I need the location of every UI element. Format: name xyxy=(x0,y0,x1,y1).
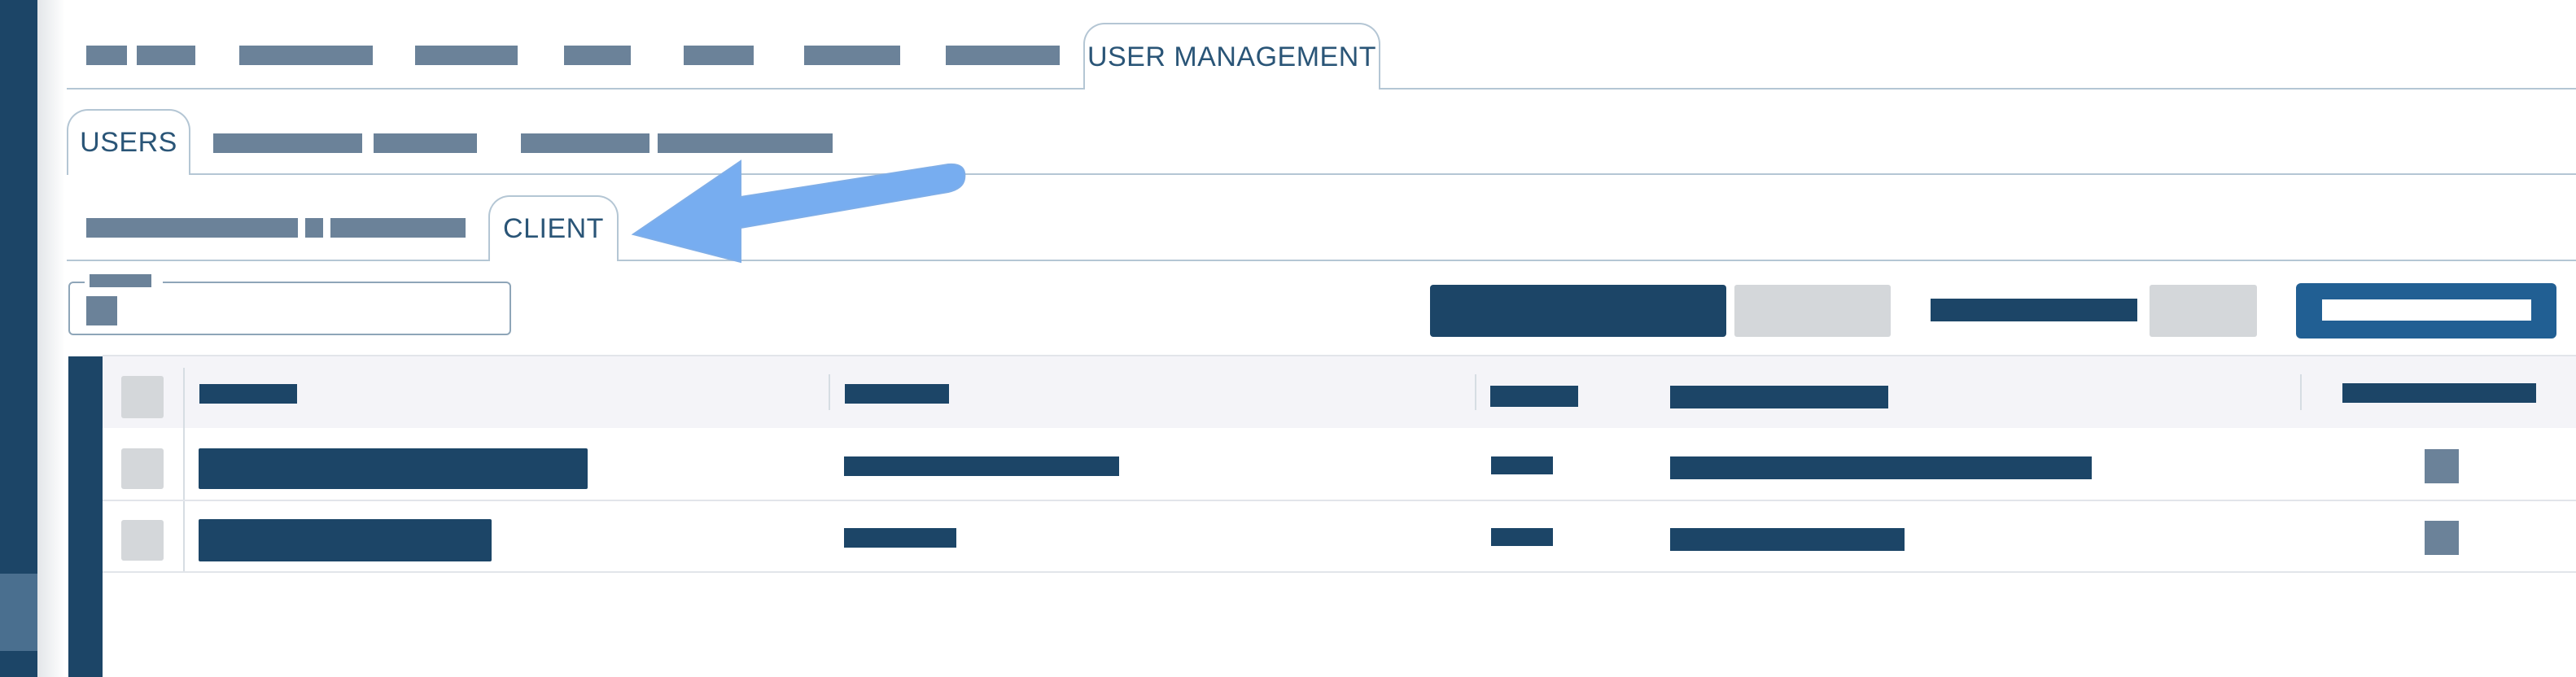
sidebar-shadow xyxy=(37,0,65,677)
tab-redacted-9b[interactable] xyxy=(658,133,833,153)
table-row[interactable] xyxy=(103,501,2576,571)
tab-redacted-7[interactable] xyxy=(946,46,1060,65)
search-label xyxy=(90,274,151,287)
tab-users[interactable]: USERS xyxy=(67,109,190,175)
table-header-top-border xyxy=(103,355,2576,356)
arrow-left-icon xyxy=(631,159,966,264)
tab-redacted-3[interactable] xyxy=(415,46,518,65)
row-role xyxy=(1491,528,1553,546)
row-email xyxy=(844,528,956,548)
tabs-level3-rule xyxy=(67,260,2576,261)
row-checkbox[interactable] xyxy=(121,520,164,561)
search-value xyxy=(86,296,117,325)
col-sep-3 xyxy=(2300,374,2302,410)
table-row[interactable] xyxy=(103,428,2576,500)
tab-redacted-9a[interactable] xyxy=(521,133,649,153)
secondary-action-button[interactable] xyxy=(2150,285,2257,337)
row-action-icon[interactable] xyxy=(2425,521,2459,555)
tab-redacted-8a[interactable] xyxy=(213,133,362,153)
header-col-5 xyxy=(2342,383,2536,403)
tab-client[interactable]: CLIENT xyxy=(488,195,619,261)
tab-redacted-6[interactable] xyxy=(804,46,900,65)
header-col-1 xyxy=(199,384,297,404)
header-col-4 xyxy=(1670,386,1888,408)
sidebar-active-item[interactable] xyxy=(0,574,37,651)
tab-redacted-1b[interactable] xyxy=(137,46,195,65)
tab-redacted-1a[interactable] xyxy=(86,46,127,65)
tab-redacted-4[interactable] xyxy=(564,46,631,65)
select-all-checkbox[interactable] xyxy=(121,376,164,418)
row-email xyxy=(844,456,1119,476)
search-input[interactable] xyxy=(68,282,511,335)
tabs-level2-rule xyxy=(67,173,2576,175)
toolbar-label xyxy=(1931,299,2137,321)
header-col-2 xyxy=(845,384,949,404)
table-header xyxy=(103,356,2576,428)
sidebar xyxy=(0,0,37,677)
tab-redacted-5[interactable] xyxy=(684,46,754,65)
tab-redacted-10b[interactable] xyxy=(305,218,323,238)
table-left-bar xyxy=(68,356,103,677)
col-sep-2 xyxy=(1475,374,1476,410)
col-sep-1 xyxy=(829,374,830,410)
tab-redacted-10a[interactable] xyxy=(86,218,298,238)
row-checkbox[interactable] xyxy=(121,448,164,489)
row-divider-2 xyxy=(103,571,2576,573)
row-client xyxy=(1670,528,1905,551)
tab-redacted-10c[interactable] xyxy=(330,218,466,238)
disabled-action-button[interactable] xyxy=(1734,285,1891,337)
tab-redacted-8b[interactable] xyxy=(374,133,477,153)
tab-redacted-2[interactable] xyxy=(239,46,373,65)
row-role xyxy=(1491,456,1553,474)
add-button-label xyxy=(2322,299,2531,321)
primary-action-button[interactable] xyxy=(1430,285,1726,337)
row-divider-1 xyxy=(103,500,2576,501)
header-col-3 xyxy=(1490,386,1578,407)
tab-user-management[interactable]: USER MANAGEMENT xyxy=(1083,23,1380,90)
row-name xyxy=(199,519,492,561)
row-action-icon[interactable] xyxy=(2425,449,2459,483)
row-client xyxy=(1670,456,2092,479)
row-name xyxy=(199,448,588,489)
col-sep-0 xyxy=(183,368,185,571)
